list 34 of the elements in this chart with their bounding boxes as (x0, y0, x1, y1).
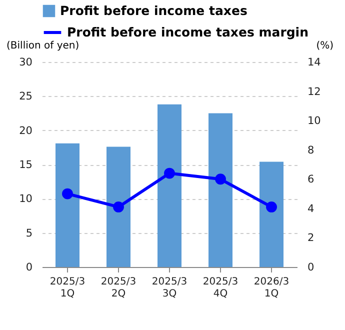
point (266, 202, 277, 212)
y-tick-label: 30 (19, 56, 32, 68)
point (113, 202, 124, 212)
y-tick-label: 20 (19, 124, 32, 137)
x-tick-label: 2025/3 3Q (152, 276, 188, 300)
bar (260, 162, 284, 267)
y-tick-label: 15 (19, 159, 32, 171)
y2-tick-label: 2 (308, 232, 314, 244)
point (215, 174, 226, 185)
x-tick-label: 2026/3 1Q (254, 276, 290, 300)
x-tick-label: 2025/3 4Q (202, 276, 238, 300)
y-tick-label: 10 (19, 193, 32, 206)
y2-tick-label: 10 (308, 115, 321, 128)
y-tick-label: 25 (19, 90, 32, 103)
point (164, 168, 175, 179)
point (62, 188, 73, 200)
y-tick-label: 0 (26, 262, 32, 274)
y-tick-label: 5 (26, 227, 32, 240)
legend-label: Profit before income taxes (60, 3, 248, 18)
y2-tick-label: 14 (308, 56, 322, 68)
bar (56, 143, 80, 267)
y2-tick-label: 6 (308, 174, 314, 186)
x-tick-label: 2025/3 1Q (50, 276, 86, 300)
bar (158, 104, 182, 267)
y2-tick-label: 4 (308, 202, 314, 215)
legend-label: Profit before income taxes margin (67, 24, 308, 40)
y2-tick-label: 8 (308, 144, 314, 156)
y2-tick-label: 0 (308, 262, 314, 274)
bar (208, 113, 232, 267)
x-tick-label: 2025/3 2Q (100, 276, 136, 300)
bar (106, 146, 130, 267)
y2-axis-title: (%) (316, 40, 334, 52)
y-axis-title: (Billion of yen) (6, 40, 80, 52)
y2-tick-label: 12 (308, 86, 321, 98)
